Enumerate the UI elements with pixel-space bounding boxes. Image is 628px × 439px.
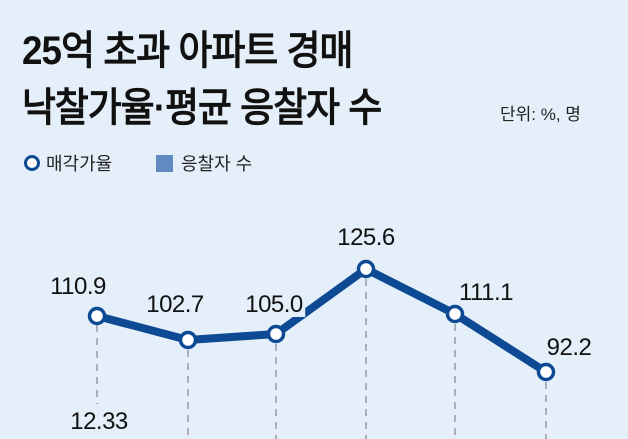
square-icon bbox=[156, 154, 173, 172]
value-label-5: 111.1 bbox=[459, 279, 514, 306]
unit-label: 단위: %, 명 bbox=[500, 105, 581, 124]
chart-title-line2: 낙찰가율·평균 응찰자 수 bbox=[22, 86, 382, 130]
data-points bbox=[87, 259, 556, 382]
sale-rate-line bbox=[95, 265, 549, 376]
point-3 bbox=[266, 324, 286, 344]
guide-lines bbox=[96, 279, 547, 439]
point-5 bbox=[445, 304, 465, 324]
bar-value-label-1: 12.33 bbox=[70, 408, 128, 435]
value-label-4: 125.6 bbox=[337, 224, 395, 251]
point-6 bbox=[536, 362, 556, 382]
value-label-1: 110.9 bbox=[50, 273, 106, 300]
circle-icon bbox=[24, 155, 40, 171]
value-label-6: 92.2 bbox=[546, 334, 592, 361]
chart-title-line1: 25억 초과 아파트 경매 bbox=[22, 29, 353, 73]
value-label-2: 102.7 bbox=[146, 291, 204, 318]
legend-label: 매각가율 bbox=[46, 154, 113, 174]
legend-item-sale-rate: 매각가율 bbox=[24, 150, 112, 176]
point-4 bbox=[356, 259, 376, 279]
legend-item-bidders: 응찰자 수 bbox=[156, 150, 252, 176]
legend-label: 응찰자 수 bbox=[181, 154, 253, 174]
point-2 bbox=[178, 330, 198, 350]
point-1 bbox=[87, 306, 107, 326]
value-label-3: 105.0 bbox=[243, 291, 305, 318]
